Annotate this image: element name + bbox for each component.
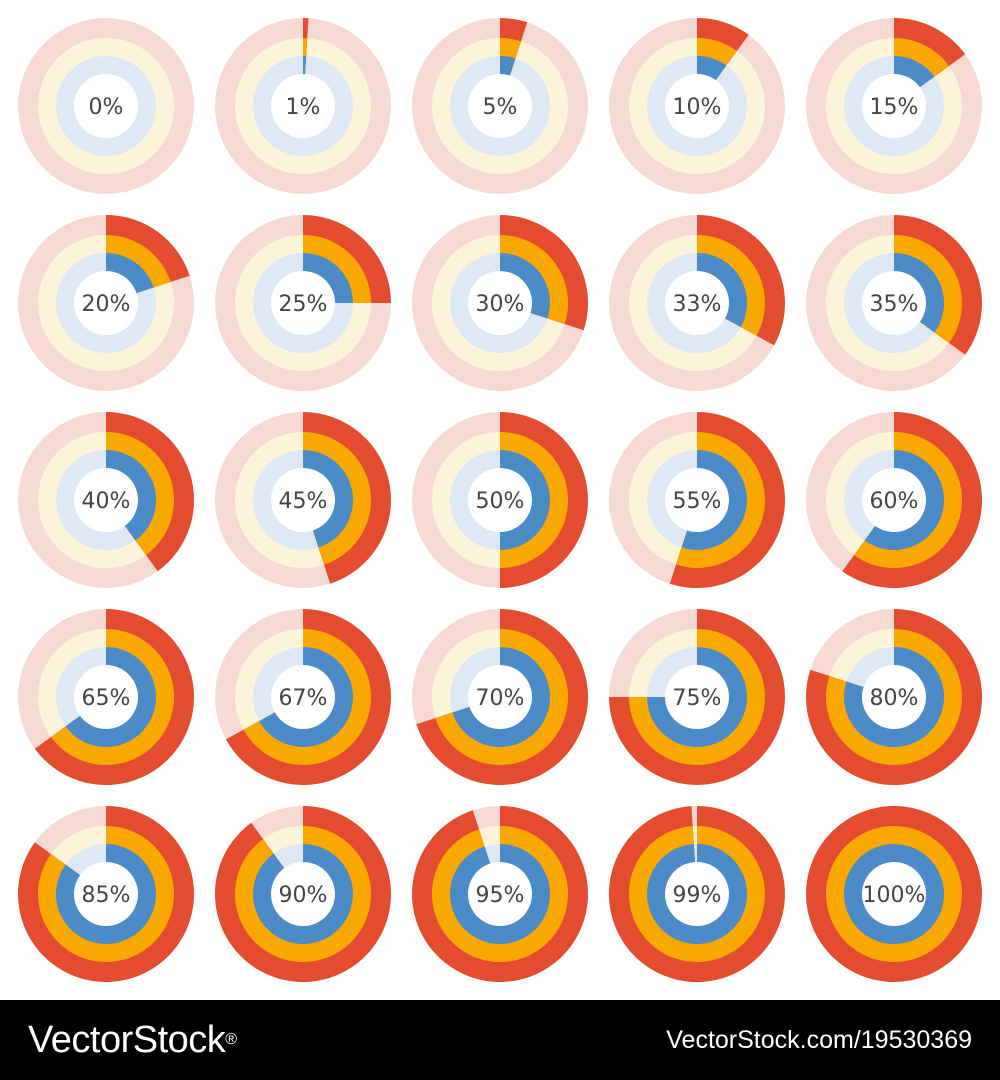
donut-center [74,665,138,729]
watermark-footer: VectorStock® VectorStock.com/19530369 [0,1000,1000,1080]
donut-center [468,468,532,532]
donut-center [665,665,729,729]
donut-center [271,271,335,335]
brand-name: VectorStock [28,1019,226,1061]
donut-center [862,468,926,532]
donut-center [271,74,335,138]
percent-label: 55% [673,489,722,514]
percentage-donut-grid: 0% 1% 5% 10% 15% 20% 25% 30% 33% 35% 40% 45% 50% 55% 6… [17,17,983,983]
donut-40-percent: 40% [18,412,195,588]
donut-55-percent: 55% [609,412,786,588]
donut-center [74,862,138,926]
donut-75-percent: 75% [609,609,785,785]
stock-image-id: VectorStock.com/19530369 [666,1026,972,1054]
donut-99-percent: 99% [608,806,785,982]
percent-label: 95% [476,883,525,908]
donut-95-percent: 95% [412,806,589,983]
percent-label: 80% [870,686,919,711]
percent-label: 70% [476,686,525,711]
donut-center [862,862,926,926]
donut-center [862,271,926,335]
percent-label: 60% [870,489,919,514]
donut-center [271,468,335,532]
donut-center [468,271,532,335]
donut-60-percent: 60% [806,412,983,588]
percent-label: 65% [82,686,131,711]
percent-label: 100% [863,883,926,908]
donut-center [665,74,729,138]
donut-5-percent: 5% [412,18,588,194]
percent-label: 90% [279,883,328,908]
donut-20-percent: 20% [18,215,194,391]
donut-center [468,862,532,926]
percent-label: 45% [279,489,328,514]
donut-center [74,468,138,532]
percent-label: 20% [82,292,131,317]
percent-label: 99% [673,883,722,908]
donut-65-percent: 65% [18,609,194,786]
donut-center [74,74,138,138]
percent-label: 40% [82,489,131,514]
donut-0-percent: 0% [18,18,194,194]
brand-logo: VectorStock® [28,1018,237,1062]
donut-center [665,862,729,926]
donut-70-percent: 70% [412,609,589,786]
donut-10-percent: 10% [609,18,785,194]
donut-center [862,665,926,729]
donut-85-percent: 85% [17,806,195,983]
donut-center [665,468,729,532]
percent-label: 85% [82,883,131,908]
donut-45-percent: 45% [215,412,391,588]
percent-label: 5% [483,95,518,120]
percent-label: 50% [476,489,525,514]
percent-label: 0% [89,95,124,120]
donut-center [665,271,729,335]
percent-label: 15% [870,95,919,120]
percent-label: 33% [673,292,722,317]
donut-center [271,862,335,926]
registered-mark: ® [225,1031,237,1048]
donut-90-percent: 90% [214,806,391,982]
donut-center [468,74,532,138]
donut-67-percent: 67% [215,609,392,786]
donut-chart-canvas: 0% 1% 5% 10% 15% 20% 25% 30% 33% 35% 40% 45% 50% 55% 6… [17,17,983,983]
donut-50-percent: 50% [412,412,588,588]
percent-label: 67% [279,686,328,711]
donut-25-percent: 25% [215,215,391,391]
donut-15-percent: 15% [806,18,982,194]
percent-label: 30% [476,292,525,317]
percent-label: 35% [870,292,919,317]
donut-center [862,74,926,138]
donut-center [468,665,532,729]
donut-100-percent: 100% [806,806,982,982]
percent-label: 25% [279,292,328,317]
donut-80-percent: 80% [806,609,983,786]
donut-35-percent: 35% [806,215,983,391]
percent-label: 75% [673,686,722,711]
percent-label: 10% [673,95,722,120]
donut-30-percent: 30% [412,215,588,391]
percent-label: 1% [286,95,321,120]
donut-33-percent: 33% [609,215,785,391]
donut-center [271,665,335,729]
donut-1-percent: 1% [215,17,391,194]
donut-center [74,271,138,335]
